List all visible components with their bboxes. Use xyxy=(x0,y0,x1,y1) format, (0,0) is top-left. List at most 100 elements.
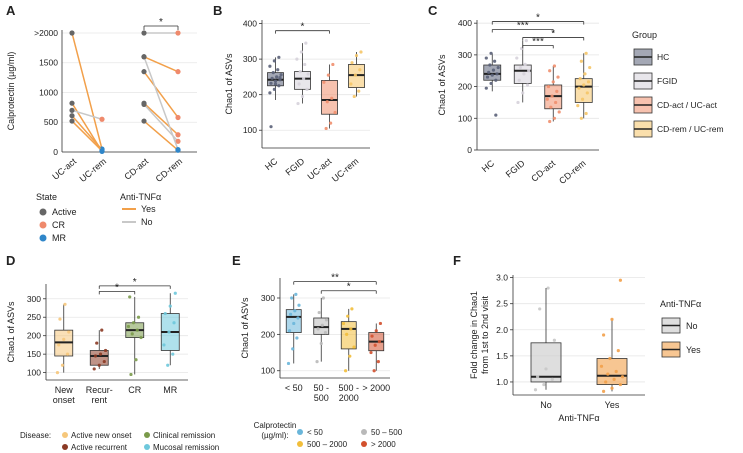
data-point xyxy=(527,69,531,73)
paired-line xyxy=(71,120,103,152)
data-point xyxy=(168,304,172,308)
data-point xyxy=(359,50,363,54)
legend-disease-label: Active new onset xyxy=(71,431,132,440)
point-active xyxy=(141,69,147,75)
significance-label: * xyxy=(115,282,119,293)
point-active xyxy=(69,107,75,113)
legend-disease-marker xyxy=(144,432,150,438)
data-point xyxy=(163,311,167,316)
data-point xyxy=(269,81,273,85)
data-point xyxy=(302,77,306,81)
data-point xyxy=(352,94,356,99)
point-remission xyxy=(175,132,181,138)
data-point xyxy=(370,334,374,338)
data-point xyxy=(291,347,295,351)
x-tick-label: No xyxy=(540,400,552,410)
data-point xyxy=(552,338,557,342)
data-point xyxy=(610,317,614,321)
data-point xyxy=(130,332,134,336)
significance-label: * xyxy=(159,17,163,28)
legend-anti-label: No xyxy=(141,217,153,227)
legend-group-label: FGID xyxy=(657,76,677,86)
data-point xyxy=(60,363,65,367)
panel-letter-f: F xyxy=(453,253,461,268)
legend-disease-label: Clinical remission xyxy=(153,431,215,440)
data-point xyxy=(538,307,542,311)
data-point xyxy=(349,327,353,331)
data-point xyxy=(376,360,380,364)
data-point xyxy=(588,65,592,70)
data-point xyxy=(495,72,499,76)
data-point xyxy=(550,94,554,98)
panel-letter-a: A xyxy=(6,3,16,18)
data-point xyxy=(300,94,305,99)
point-active xyxy=(69,118,75,124)
y-tick-label: 1.0 xyxy=(496,377,508,387)
data-point xyxy=(491,68,496,72)
data-point xyxy=(524,39,528,43)
data-point xyxy=(546,84,551,89)
legend-calprotectin-marker xyxy=(361,441,367,447)
legend-calprotectin-label: 500 – 2000 xyxy=(307,440,348,449)
point-remission xyxy=(175,114,181,121)
data-point xyxy=(377,340,381,344)
data-point xyxy=(585,91,589,95)
data-point xyxy=(319,341,323,346)
data-point xyxy=(576,104,580,108)
data-point xyxy=(345,332,349,336)
data-point xyxy=(103,348,108,353)
data-point xyxy=(331,62,335,67)
paired-line xyxy=(143,56,179,73)
data-point xyxy=(551,80,555,84)
data-point xyxy=(136,315,141,319)
x-tick-label: CR xyxy=(128,385,141,395)
x-tick-label: CD-rem xyxy=(557,158,588,186)
data-point xyxy=(315,360,319,364)
y-tick-label: 200 xyxy=(458,82,472,92)
data-point xyxy=(484,86,488,90)
x-tick-label: UC-rem xyxy=(330,156,361,184)
data-point xyxy=(275,75,279,79)
point-remission xyxy=(175,147,181,153)
data-point xyxy=(610,386,614,390)
data-point xyxy=(494,113,498,117)
data-point xyxy=(173,291,177,295)
point-remission xyxy=(175,69,181,75)
data-point xyxy=(490,73,494,77)
data-point xyxy=(171,352,175,356)
y-tick-label: 400 xyxy=(458,18,472,28)
x-tick-label: CD-act xyxy=(529,158,557,184)
data-point xyxy=(97,363,101,367)
data-point xyxy=(270,76,274,80)
legend-anti-title: Anti-TNFα xyxy=(120,192,161,202)
x-tick-label: FGID xyxy=(284,156,307,178)
legend-calprotectin-label: > 2000 xyxy=(371,440,396,449)
y-tick-label: 100 xyxy=(27,368,41,378)
data-point xyxy=(167,330,171,334)
data-point xyxy=(344,369,348,373)
data-point xyxy=(273,82,278,86)
data-point xyxy=(556,75,560,79)
data-point xyxy=(618,382,623,387)
data-point xyxy=(536,375,540,379)
data-point xyxy=(608,356,612,361)
y-tick-label: 3.0 xyxy=(496,273,508,283)
legend-disease-label: Mucosal remission xyxy=(153,443,219,452)
data-point xyxy=(549,105,553,109)
data-point xyxy=(135,328,139,332)
data-point xyxy=(582,83,586,87)
data-point xyxy=(62,337,66,341)
significance-label: * xyxy=(551,28,555,39)
y-tick-label: 2.5 xyxy=(496,299,508,309)
data-point xyxy=(584,111,588,116)
data-point xyxy=(306,72,310,76)
data-point xyxy=(602,389,606,393)
significance-label: * xyxy=(133,277,137,288)
data-point xyxy=(369,350,373,355)
legend-calprotectin-marker xyxy=(361,429,367,435)
data-point xyxy=(489,51,493,55)
x-tick-label: UC-act xyxy=(306,156,334,182)
x-tick-label: CD-act xyxy=(122,156,150,182)
data-point xyxy=(269,125,273,129)
data-point xyxy=(577,86,581,90)
